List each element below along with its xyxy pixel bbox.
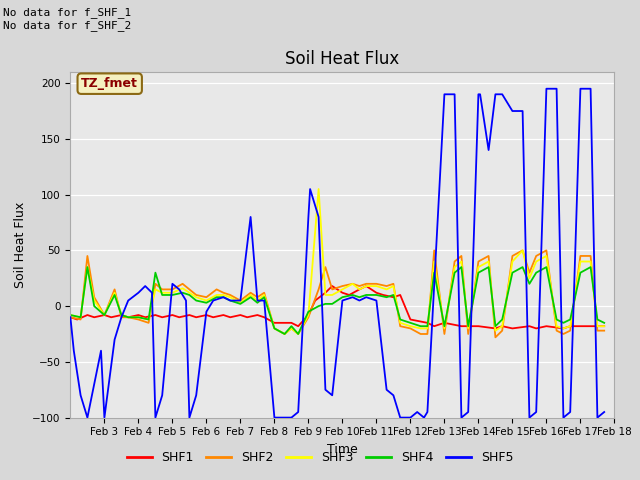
SHF5 bbox=[509, 108, 516, 114]
SHF3 bbox=[294, 331, 302, 337]
SHF2 bbox=[492, 335, 499, 340]
SHF1 bbox=[406, 317, 414, 323]
SHF1 bbox=[193, 314, 200, 320]
SHF2 bbox=[328, 287, 336, 292]
SHF2 bbox=[67, 314, 74, 320]
SHF1 bbox=[424, 320, 431, 326]
SHF4 bbox=[349, 292, 356, 298]
SHF4 bbox=[84, 264, 92, 270]
SHF3 bbox=[349, 281, 356, 287]
SHF5 bbox=[600, 409, 608, 415]
Title: Soil Heat Flux: Soil Heat Flux bbox=[285, 49, 399, 68]
SHF2 bbox=[417, 331, 424, 337]
SHF1 bbox=[492, 325, 499, 331]
Line: SHF5: SHF5 bbox=[70, 89, 604, 418]
SHF1 bbox=[90, 314, 98, 320]
SHF3 bbox=[600, 324, 608, 329]
Text: TZ_fmet: TZ_fmet bbox=[81, 77, 138, 90]
SHF4 bbox=[600, 320, 608, 326]
SHF2 bbox=[362, 281, 370, 287]
SHF3 bbox=[430, 259, 438, 264]
SHF4 bbox=[305, 309, 312, 314]
SHF3 bbox=[424, 325, 431, 331]
SHF3 bbox=[281, 331, 289, 337]
SHF2 bbox=[406, 325, 414, 331]
Line: SHF1: SHF1 bbox=[70, 286, 604, 328]
SHF3 bbox=[67, 312, 74, 318]
SHF5 bbox=[499, 91, 506, 97]
SHF4 bbox=[424, 324, 431, 329]
SHF5 bbox=[111, 336, 118, 342]
Y-axis label: Soil Heat Flux: Soil Heat Flux bbox=[13, 202, 27, 288]
X-axis label: Time: Time bbox=[327, 443, 358, 456]
SHF3 bbox=[315, 186, 323, 192]
SHF5 bbox=[84, 415, 92, 420]
SHF5 bbox=[543, 86, 550, 92]
SHF4 bbox=[281, 331, 289, 337]
SHF4 bbox=[67, 312, 74, 318]
SHF1 bbox=[600, 324, 608, 329]
SHF2 bbox=[430, 248, 438, 253]
SHF1 bbox=[271, 320, 278, 326]
Line: SHF3: SHF3 bbox=[70, 189, 604, 334]
SHF5 bbox=[559, 415, 567, 420]
SHF1 bbox=[328, 283, 336, 289]
SHF2 bbox=[134, 317, 142, 323]
SHF3 bbox=[134, 314, 142, 320]
SHF1 bbox=[67, 314, 74, 320]
SHF5 bbox=[519, 108, 527, 114]
SHF4 bbox=[430, 270, 438, 276]
Legend: SHF1, SHF2, SHF3, SHF4, SHF5: SHF1, SHF2, SHF3, SHF4, SHF5 bbox=[122, 446, 518, 469]
Line: SHF2: SHF2 bbox=[70, 251, 604, 337]
SHF2 bbox=[600, 328, 608, 334]
SHF3 bbox=[383, 287, 390, 292]
SHF4 bbox=[383, 294, 390, 300]
SHF4 bbox=[145, 317, 152, 323]
SHF2 bbox=[287, 325, 295, 331]
SHF5 bbox=[67, 314, 74, 320]
Line: SHF4: SHF4 bbox=[70, 267, 604, 334]
Text: No data for f_SHF_1
No data for f_SHF_2: No data for f_SHF_1 No data for f_SHF_2 bbox=[3, 7, 131, 31]
SHF5 bbox=[484, 147, 492, 153]
SHF1 bbox=[84, 312, 92, 318]
